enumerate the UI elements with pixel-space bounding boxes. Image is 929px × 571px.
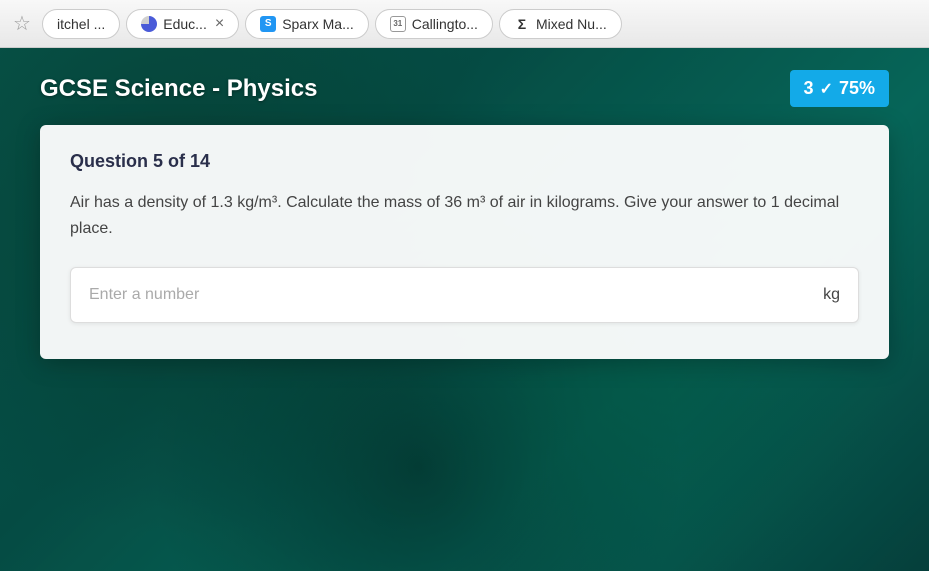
score-badge: 3 ✓ 75% bbox=[790, 70, 889, 107]
sparx-icon: S bbox=[260, 16, 276, 32]
quiz-panel: GCSE Science - Physics 3 ✓ 75% Question … bbox=[40, 70, 889, 359]
tab-label: itchel ... bbox=[57, 16, 105, 32]
tab-item[interactable]: 31 Callingto... bbox=[375, 9, 493, 39]
browser-tab-bar: ☆ itchel ... Educ... × S Sparx Ma... 31 … bbox=[0, 0, 929, 48]
tab-item[interactable]: S Sparx Ma... bbox=[245, 9, 369, 39]
tab-item[interactable]: itchel ... bbox=[42, 9, 120, 39]
question-progress: Question 5 of 14 bbox=[70, 151, 859, 172]
pie-chart-icon bbox=[141, 16, 157, 32]
tab-label: Educ... bbox=[163, 16, 207, 32]
close-icon[interactable]: × bbox=[215, 16, 224, 32]
bookmark-star-icon[interactable]: ☆ bbox=[8, 10, 36, 38]
quiz-header: GCSE Science - Physics 3 ✓ 75% bbox=[40, 70, 889, 107]
question-text: Air has a density of 1.3 kg/m³. Calculat… bbox=[70, 190, 859, 241]
content-area: GCSE Science - Physics 3 ✓ 75% Question … bbox=[0, 48, 929, 571]
sigma-icon: Σ bbox=[514, 16, 530, 32]
answer-input[interactable] bbox=[89, 286, 807, 304]
tab-label: Callingto... bbox=[412, 16, 478, 32]
question-card: Question 5 of 14 Air has a density of 1.… bbox=[40, 125, 889, 359]
tab-label: Mixed Nu... bbox=[536, 16, 607, 32]
tab-label: Sparx Ma... bbox=[282, 16, 354, 32]
score-percent: 75% bbox=[839, 78, 875, 99]
check-icon: ✓ bbox=[820, 79, 833, 99]
page-title: GCSE Science - Physics bbox=[40, 75, 317, 103]
unit-label: kg bbox=[807, 286, 840, 304]
answer-row: kg bbox=[70, 267, 859, 323]
score-count: 3 bbox=[804, 78, 814, 99]
tab-item[interactable]: Σ Mixed Nu... bbox=[499, 9, 622, 39]
calendar-icon: 31 bbox=[390, 16, 406, 32]
tab-item-active[interactable]: Educ... × bbox=[126, 9, 239, 39]
